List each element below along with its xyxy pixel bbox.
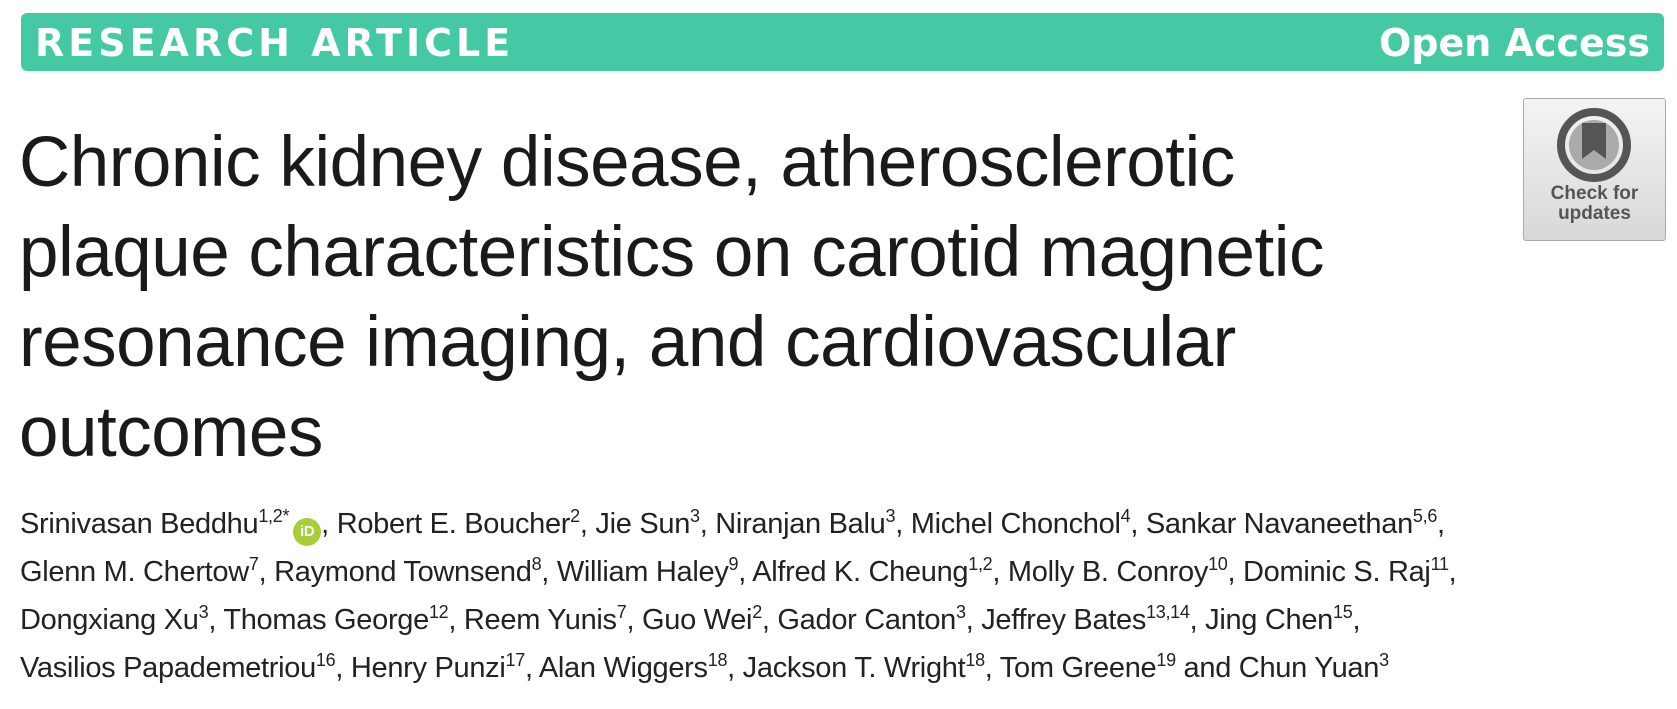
- open-access[interactable]: Open Access: [1378, 21, 1650, 65]
- author-name[interactable]: Reem Yunis: [463, 604, 617, 636]
- affiliation: 19: [1156, 650, 1176, 670]
- separator: ,: [524, 652, 539, 684]
- badge-text: updates: [1558, 203, 1631, 224]
- separator: ,: [738, 556, 753, 588]
- separator: ,: [258, 556, 275, 588]
- affiliation: 8: [531, 554, 542, 574]
- affiliation: 12: [428, 602, 449, 622]
- author-name[interactable]: Michel Chonchol: [910, 508, 1121, 540]
- author-name[interactable]: Chun Yuan: [1238, 652, 1380, 684]
- badge-text: Check for: [1550, 183, 1639, 204]
- orcid-icon[interactable]: iD: [293, 518, 322, 546]
- author-line: Glenn M. Chertow7, Raymond Townsend8, Wi…: [20, 548, 1457, 596]
- affiliation: 3: [690, 506, 700, 526]
- author-name[interactable]: Glenn M. Chertow: [20, 556, 249, 588]
- author-name[interactable]: Sankar Navaneethan: [1145, 508, 1413, 540]
- affiliation: 7: [248, 554, 259, 574]
- separator: ,: [1352, 604, 1361, 636]
- author-name[interactable]: Gador Canton: [777, 604, 956, 636]
- affiliation: 3: [956, 602, 966, 622]
- separator: ,: [1227, 556, 1243, 588]
- title-line: resonance imaging, and cardiovascular: [19, 303, 1236, 382]
- author-name[interactable]: Dominic S. Raj: [1243, 556, 1431, 588]
- separator: ,: [984, 652, 1000, 684]
- separator: ,: [965, 604, 982, 636]
- author-name[interactable]: Henry Punzi: [350, 652, 506, 684]
- affiliation: 15: [1333, 602, 1353, 622]
- separator: ,: [895, 508, 911, 540]
- author-name[interactable]: William Haley: [556, 556, 729, 588]
- badge-icon: [1557, 108, 1631, 182]
- affiliation: 2: [570, 506, 580, 526]
- author-name[interactable]: Alfred K. Cheung: [752, 556, 969, 588]
- separator: ,: [727, 652, 743, 684]
- affiliation: 7: [616, 602, 627, 622]
- affiliation: 1,2: [968, 554, 993, 574]
- separator: ,: [1189, 604, 1206, 636]
- author-name[interactable]: Jie Sun: [595, 508, 691, 540]
- affiliation: 17: [505, 650, 526, 670]
- author-name[interactable]: Jing Chen: [1205, 604, 1334, 636]
- author-name[interactable]: Raymond Townsend: [274, 556, 532, 588]
- affiliation: 13,14: [1146, 602, 1190, 622]
- author-line: Vasilios Papademetriou16, Henry Punzi17,…: [20, 644, 1456, 692]
- affiliation: 4: [1120, 506, 1131, 526]
- title-line: plaque characteristics on carotid magnet…: [19, 213, 1325, 292]
- affiliation: 3: [1379, 650, 1389, 670]
- author-name[interactable]: Jeffrey Bates: [981, 604, 1147, 636]
- author-name[interactable]: Guo Wei: [641, 604, 753, 636]
- separator: and: [1175, 652, 1239, 684]
- affiliation: 16: [315, 650, 336, 670]
- author-name[interactable]: Molly B. Conroy: [1007, 556, 1209, 588]
- author-name[interactable]: Alan Wiggers: [538, 652, 708, 684]
- separator: ,: [335, 652, 351, 684]
- separator: ,: [448, 604, 464, 636]
- author-name[interactable]: Dongxiang Xu: [20, 604, 199, 636]
- author-line: Srinivasan Beddhu1,2*iD, Robert E. Bouch…: [20, 500, 1456, 548]
- author-line: Dongxiang Xu3, Thomas George12, Reem Yun…: [20, 596, 1456, 644]
- affiliation: 5,6: [1412, 506, 1438, 526]
- title-line: Chronic kidney disease, atherosclerotic: [19, 123, 1235, 202]
- affiliation: 18: [965, 650, 985, 670]
- affiliation: 10: [1208, 554, 1228, 574]
- affiliation: 18: [707, 650, 728, 670]
- separator: ,: [1437, 508, 1445, 540]
- affiliation: 2: [752, 602, 762, 622]
- author-name[interactable]: Jackson T. Wright: [742, 652, 966, 684]
- author-list: Srinivasan Beddhu1,2*iD, Robert E. Bouch…: [20, 500, 1457, 692]
- separator: ,: [1448, 556, 1457, 588]
- author-name[interactable]: Vasilios Papademetriou: [20, 652, 316, 684]
- author-name[interactable]: Robert E. Boucher: [336, 508, 571, 540]
- article-type: RESEARCH ARTICLE: [35, 21, 515, 65]
- article-banner: RESEARCH ARTICLE Open Access: [21, 13, 1664, 71]
- separator: ,: [699, 508, 716, 540]
- affiliation: 1,2*: [258, 506, 290, 526]
- author-name[interactable]: Tom Greene: [999, 652, 1157, 684]
- affiliation: 9: [728, 554, 739, 574]
- separator: ,: [321, 508, 337, 540]
- title-line: outcomes: [19, 393, 323, 472]
- separator: ,: [761, 604, 778, 636]
- article-title: Chronic kidney disease, atherosclerotic p…: [19, 118, 1325, 478]
- check-updates-badge[interactable]: Check for updates: [1523, 98, 1666, 241]
- affiliation: 11: [1430, 554, 1449, 574]
- author-name[interactable]: Thomas George: [223, 604, 429, 636]
- separator: ,: [1130, 508, 1146, 540]
- author-name[interactable]: Niranjan Balu: [715, 508, 886, 540]
- separator: ,: [626, 604, 642, 636]
- separator: ,: [208, 604, 224, 636]
- affiliation: 3: [885, 506, 896, 526]
- separator: ,: [541, 556, 557, 588]
- author-name[interactable]: Srinivasan Beddhu: [20, 508, 259, 540]
- separator: ,: [992, 556, 1008, 588]
- separator: ,: [579, 508, 596, 540]
- affiliation: 3: [198, 602, 209, 622]
